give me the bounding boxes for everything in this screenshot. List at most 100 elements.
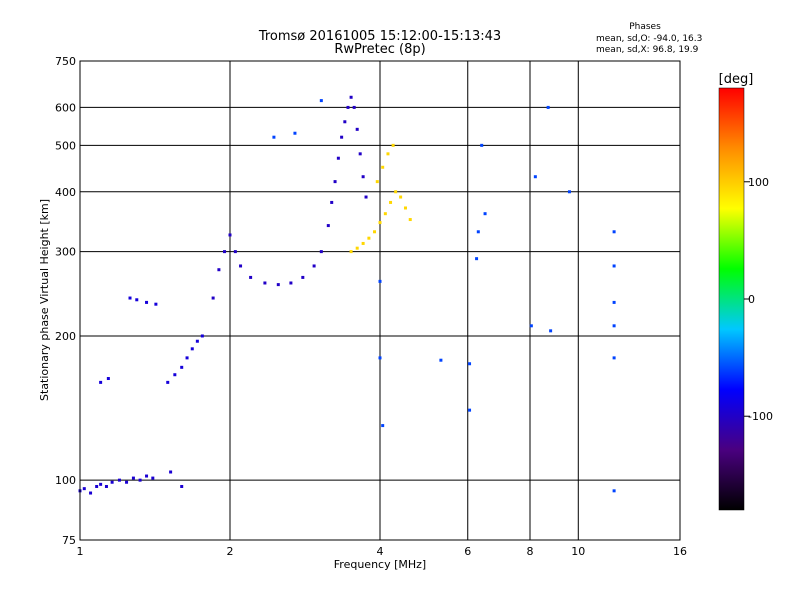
y-tick-label: 500	[55, 139, 76, 152]
echo-point	[394, 190, 398, 194]
echo-point	[391, 143, 395, 147]
x-axis-ticks: 1 2 4 6 8 10 16	[77, 545, 688, 558]
x-tick-label: 8	[527, 545, 534, 558]
echo-point	[211, 296, 215, 300]
echo-point	[381, 424, 385, 428]
echo-point	[128, 296, 132, 300]
echo-point	[99, 482, 103, 486]
phases-o-stats: mean, sd,O: -94.0, 16.3	[596, 34, 702, 44]
echo-point	[89, 491, 93, 495]
echo-point	[399, 195, 403, 199]
echo-point	[483, 212, 487, 216]
echo-point	[154, 302, 158, 306]
colorbar	[718, 87, 745, 511]
echo-point	[358, 152, 362, 156]
echo-point	[355, 246, 359, 250]
y-axis-label: Stationary phase Virtual Height [km]	[38, 199, 51, 401]
plot-frame	[79, 60, 681, 541]
echo-point	[378, 221, 382, 225]
echo-point	[333, 180, 337, 184]
echo-point	[319, 99, 323, 103]
x-tick-label: 10	[571, 545, 585, 558]
echo-point	[151, 476, 155, 480]
echo-point	[612, 230, 616, 234]
echo-point	[190, 347, 194, 351]
echo-point	[336, 156, 340, 160]
echo-point	[480, 143, 484, 147]
colorbar-ticks: 100 0 -100	[744, 176, 773, 423]
echo-point	[549, 329, 553, 333]
echo-point	[95, 484, 99, 488]
echo-point	[383, 212, 387, 216]
x-tick-label: 16	[673, 545, 687, 558]
echo-point	[361, 241, 365, 245]
echo-point	[82, 487, 86, 491]
colorbar-tick-label: -100	[748, 410, 773, 423]
echo-point	[612, 489, 616, 493]
x-tick-label: 1	[77, 545, 84, 558]
echo-point	[312, 264, 316, 268]
echo-point	[476, 230, 480, 234]
echo-point	[386, 152, 390, 156]
echo-point	[293, 131, 297, 135]
colorbar-label: [deg]	[719, 72, 754, 87]
y-tick-label: 300	[55, 246, 76, 259]
echo-point	[349, 250, 353, 254]
echo-point	[125, 480, 129, 484]
echo-point	[378, 356, 382, 360]
echo-point	[263, 281, 267, 285]
echo-point	[361, 175, 365, 179]
echo-point	[403, 206, 407, 210]
echo-point	[546, 105, 550, 109]
x-tick-label: 6	[464, 545, 471, 558]
echo-point	[185, 356, 189, 360]
colorbar-tick-label: 0	[748, 293, 755, 306]
echo-point	[468, 408, 472, 412]
echo-point	[319, 250, 323, 254]
y-axis-ticks: 75 100 200 300 400 500 600 750	[55, 55, 76, 547]
phases-x-stats: mean, sd,X: 96.8, 19.9	[596, 45, 699, 55]
y-tick-label: 75	[62, 534, 76, 547]
plot-grid	[80, 61, 680, 540]
echo-point	[330, 200, 334, 204]
echo-point	[131, 476, 135, 480]
echo-point	[200, 334, 204, 338]
y-tick-label: 200	[55, 330, 76, 343]
echo-point	[195, 339, 199, 343]
echo-point	[180, 365, 184, 369]
echo-point	[612, 264, 616, 268]
echo-point	[529, 324, 533, 328]
echo-point	[145, 474, 149, 478]
echo-point	[468, 362, 472, 366]
x-tick-label: 2	[227, 545, 234, 558]
echo-point	[367, 236, 371, 240]
echo-point	[408, 218, 412, 222]
echo-point	[439, 358, 443, 362]
echo-point	[475, 257, 479, 261]
echo-point	[110, 480, 114, 484]
echo-point	[612, 324, 616, 328]
echo-point	[138, 478, 142, 482]
echo-point	[272, 135, 276, 139]
colorbar-tick-label: 100	[748, 176, 769, 189]
echo-point	[355, 127, 359, 131]
echo-point	[99, 380, 103, 384]
echo-point	[249, 275, 253, 279]
echo-point	[217, 268, 221, 272]
echo-point	[352, 105, 356, 109]
echo-point	[340, 135, 344, 139]
echo-point	[301, 275, 305, 279]
y-tick-label: 100	[55, 474, 76, 487]
echo-point	[375, 180, 379, 184]
echo-point	[349, 95, 353, 99]
echo-point	[106, 377, 110, 381]
echo-point	[289, 281, 293, 285]
y-tick-label: 600	[55, 101, 76, 114]
echo-point	[135, 298, 139, 302]
echo-point	[612, 300, 616, 304]
y-tick-label: 400	[55, 186, 76, 199]
echo-point	[223, 250, 227, 254]
echo-point	[326, 224, 330, 228]
echo-point	[378, 279, 382, 283]
